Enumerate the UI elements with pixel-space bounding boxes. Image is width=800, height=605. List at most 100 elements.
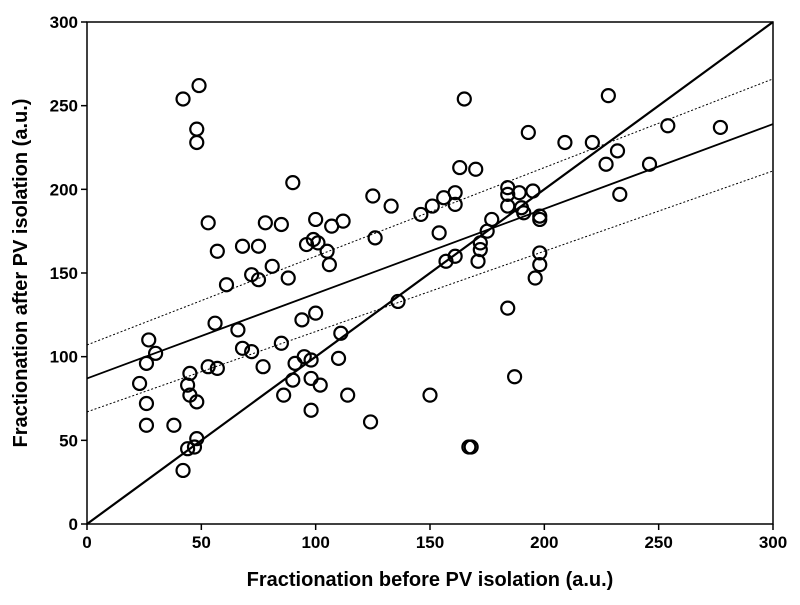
data-point: [712, 119, 729, 136]
x-tick-label: 150: [416, 533, 444, 552]
data-point: [484, 211, 500, 228]
data-point: [472, 241, 488, 258]
data-point: [340, 387, 356, 403]
data-point: [189, 431, 205, 447]
data-point: [285, 175, 301, 191]
data-point: [532, 257, 548, 273]
data-point: [584, 134, 600, 151]
data-point: [413, 206, 429, 223]
data-point: [468, 161, 484, 177]
data-point: [166, 417, 182, 433]
data-point: [321, 257, 337, 273]
lines-layer: [86, 21, 774, 525]
data-point: [191, 77, 207, 94]
data-point: [255, 359, 271, 375]
data-point: [641, 156, 658, 172]
data-point: [209, 360, 225, 376]
y-tick-label: 200: [50, 180, 78, 199]
data-point: [287, 355, 303, 371]
data-point: [234, 238, 251, 254]
data-point: [138, 355, 155, 371]
data-point: [303, 352, 319, 368]
data-point: [250, 238, 267, 254]
data-point: [250, 272, 267, 288]
data-point: [264, 258, 280, 274]
data-point: [186, 439, 203, 455]
x-axis-title: Fractionation before PV isolation (a.u.): [247, 569, 614, 591]
data-point: [312, 377, 328, 393]
y-tick-label: 100: [50, 348, 78, 367]
data-point: [452, 159, 468, 176]
data-point: [189, 121, 205, 137]
data-point: [276, 387, 292, 403]
data-point: [525, 183, 541, 199]
data-point: [280, 270, 296, 286]
data-point: [367, 230, 383, 246]
data-point: [557, 134, 573, 151]
data-point: [516, 205, 532, 221]
data-point: [303, 370, 319, 387]
data-point: [472, 235, 488, 251]
data-point: [285, 372, 301, 388]
data-point: [362, 414, 379, 430]
data-point: [390, 293, 406, 310]
data-point: [308, 305, 324, 321]
data-point: [175, 462, 191, 479]
data-point: [507, 369, 523, 385]
data-point: [319, 243, 335, 259]
x-tick-label: 200: [530, 533, 558, 552]
x-tick-label: 50: [192, 533, 211, 552]
data-point: [424, 198, 440, 214]
data-point: [660, 118, 676, 134]
confidence-lower-line: [86, 170, 774, 413]
y-tick-label: 250: [50, 97, 78, 116]
data-point: [333, 325, 349, 341]
y-tick-label: 50: [59, 431, 78, 450]
data-point: [612, 186, 628, 202]
data-point: [303, 402, 319, 418]
data-point: [175, 91, 191, 107]
data-point: [500, 186, 516, 202]
x-tick-label: 0: [82, 533, 91, 552]
x-tick-label: 100: [301, 533, 329, 552]
y-tick-label: 150: [50, 264, 78, 283]
data-point: [431, 225, 447, 241]
data-point: [532, 245, 548, 261]
data-point: [273, 216, 289, 233]
data-point: [141, 332, 157, 348]
data-point: [189, 134, 205, 151]
data-point: [207, 315, 223, 331]
data-point: [330, 350, 347, 366]
data-point: [335, 213, 351, 229]
data-point: [189, 394, 205, 410]
data-point: [609, 143, 626, 159]
data-point: [138, 417, 155, 433]
data-point: [527, 270, 543, 286]
data-point: [456, 91, 472, 107]
data-point: [148, 345, 164, 361]
data-point: [200, 215, 216, 231]
data-point: [218, 277, 235, 293]
x-tick-label: 250: [644, 533, 672, 552]
data-point: [500, 300, 516, 316]
data-point: [209, 243, 225, 259]
points-layer: [131, 77, 729, 479]
data-point: [463, 439, 479, 455]
data-point: [180, 377, 196, 393]
data-point: [422, 387, 438, 403]
data-point: [532, 211, 548, 228]
data-point: [383, 198, 399, 214]
data-point: [447, 248, 463, 264]
confidence-upper-line: [86, 78, 774, 346]
y-tick-label: 300: [50, 13, 78, 32]
data-point: [138, 395, 155, 412]
data-point: [520, 124, 536, 141]
data-point: [200, 359, 216, 375]
data-point: [308, 211, 324, 228]
data-point: [598, 156, 614, 172]
y-axis-title: Fractionation after PV isolation (a.u.): [10, 99, 32, 448]
data-point: [257, 215, 273, 231]
data-point: [180, 441, 196, 457]
data-point: [294, 312, 310, 328]
